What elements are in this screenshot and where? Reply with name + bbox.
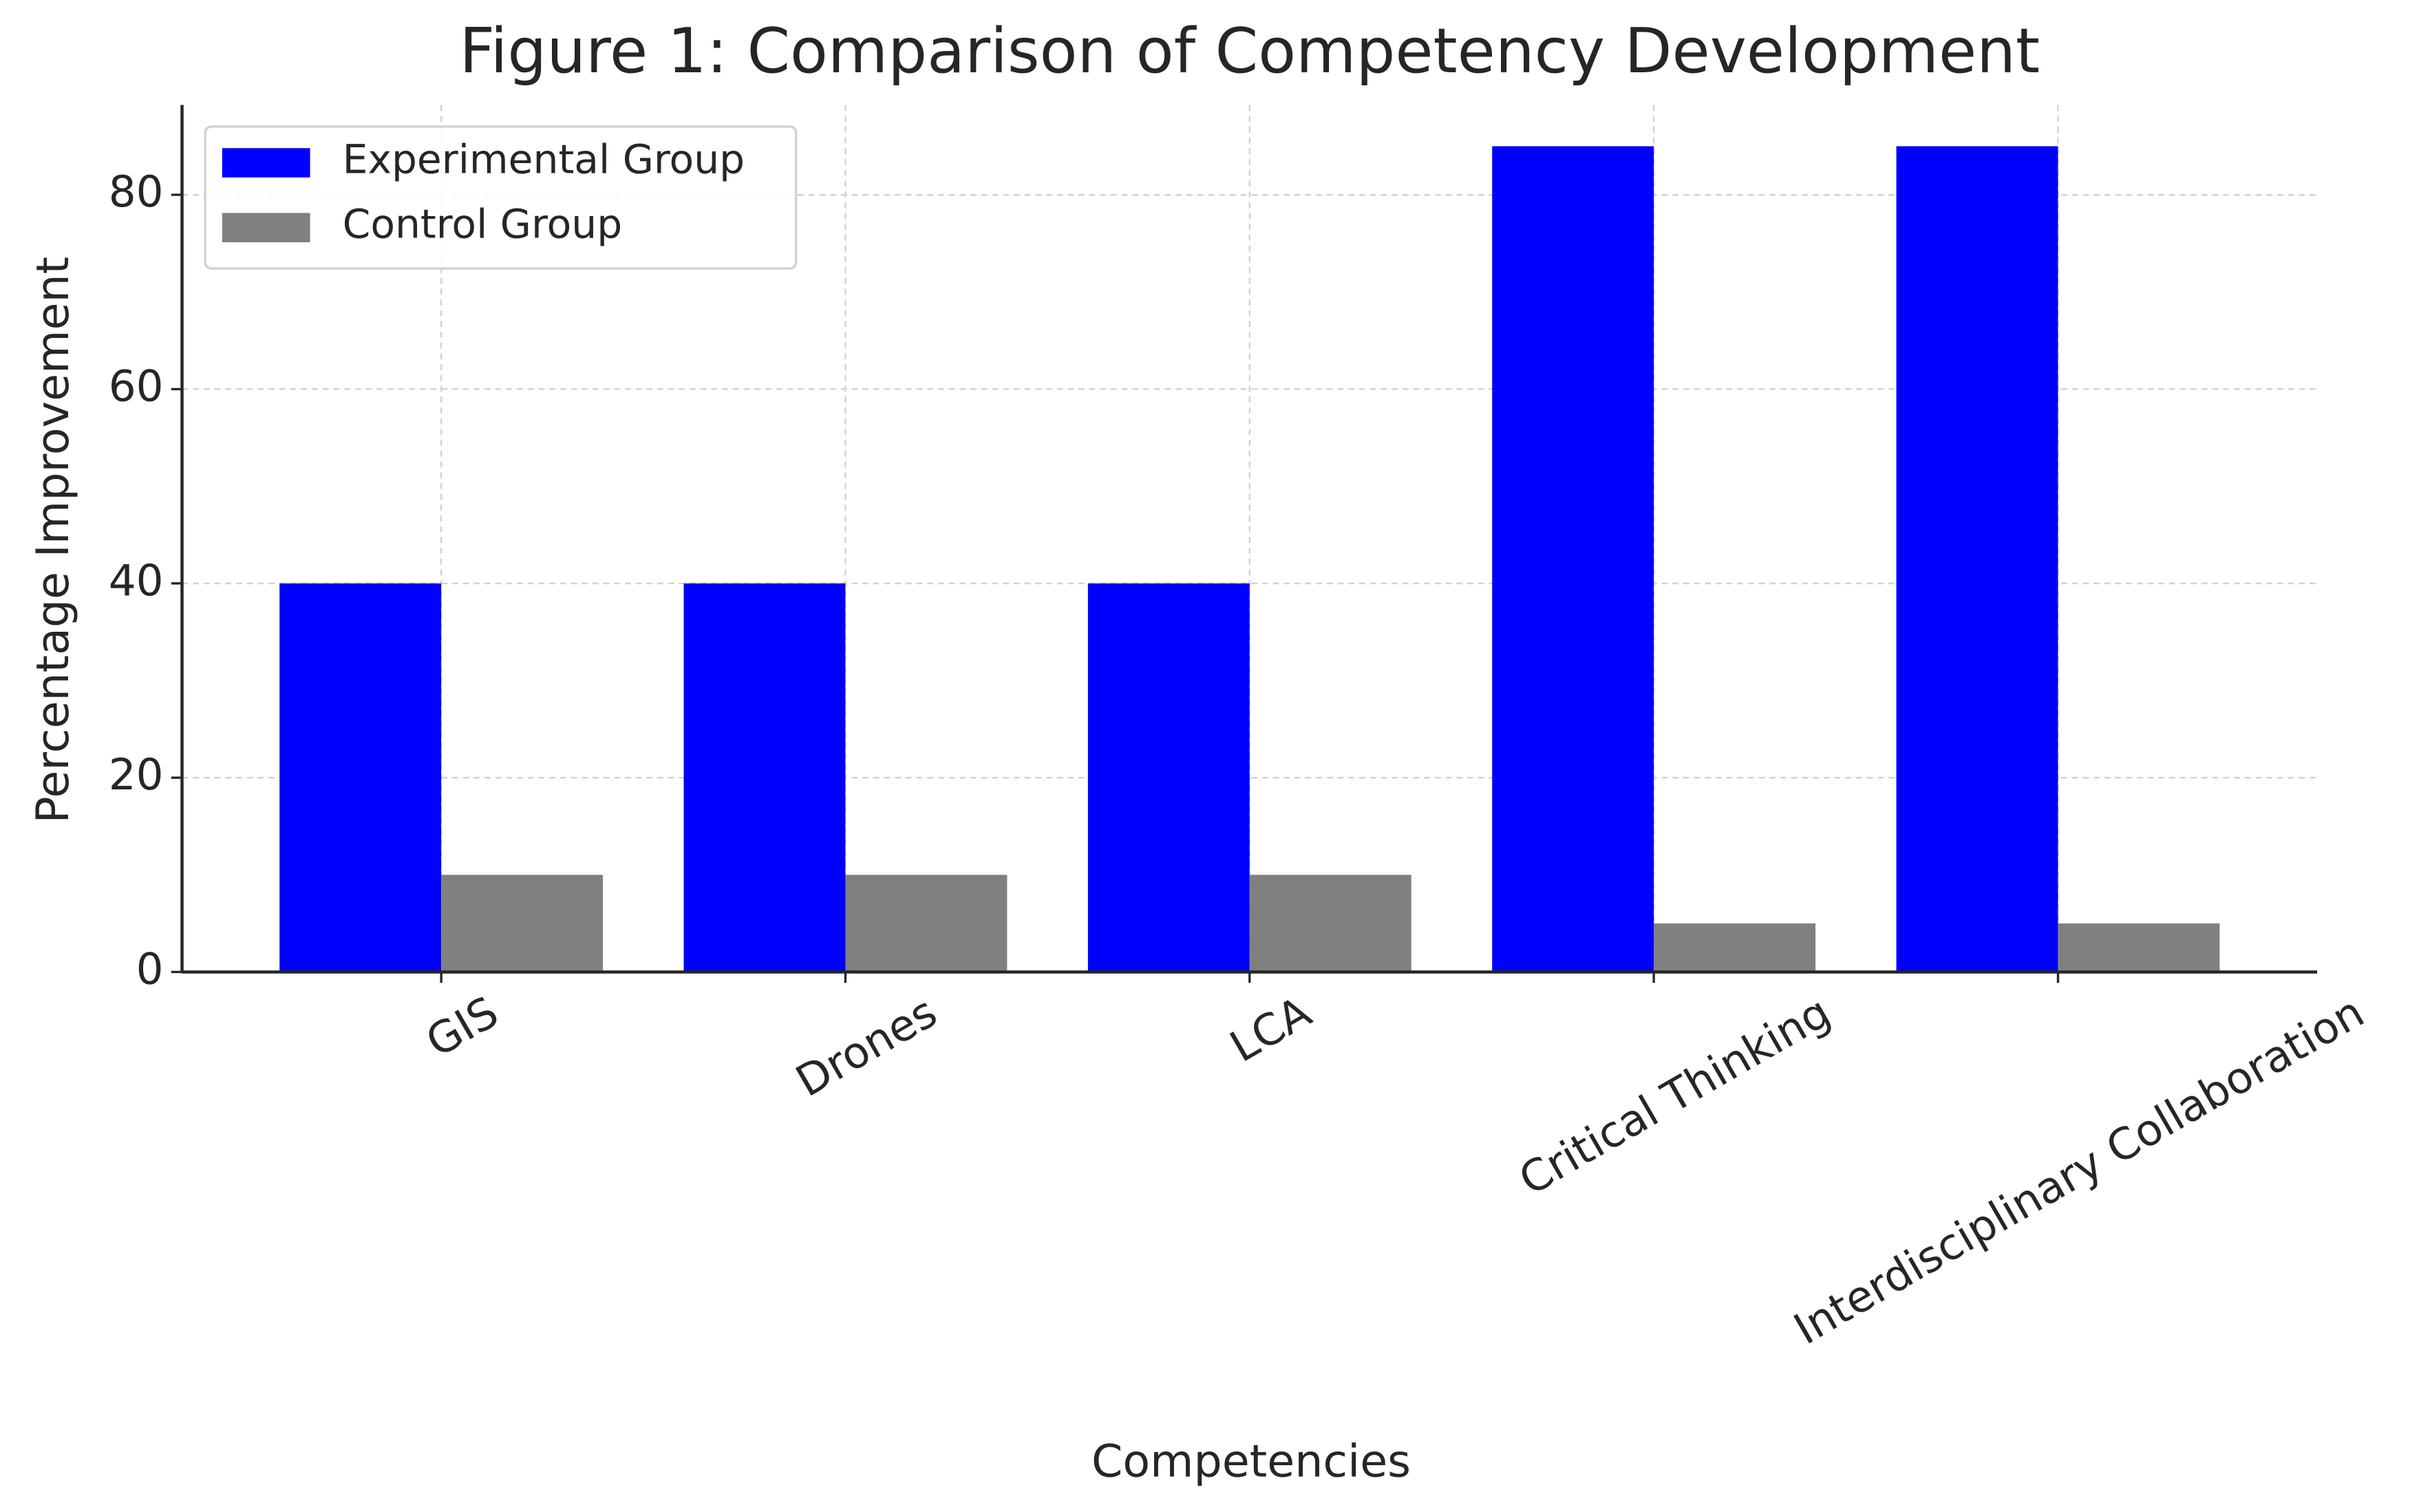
x-tick-label: GIS bbox=[418, 987, 507, 1067]
x-tick-label: Interdisciplinary Collaboration bbox=[1786, 987, 2372, 1354]
bar bbox=[1087, 583, 1250, 972]
y-tick-label: 80 bbox=[109, 167, 164, 217]
bar bbox=[845, 875, 1008, 972]
bar bbox=[2058, 923, 2220, 972]
bar bbox=[1492, 146, 1654, 972]
legend-label: Experimental Group bbox=[343, 136, 745, 183]
legend-label: Control Group bbox=[343, 201, 623, 248]
bar bbox=[683, 583, 846, 972]
y-tick-label: 20 bbox=[109, 749, 164, 800]
legend-swatch bbox=[222, 148, 310, 178]
y-axis-label: Percentage Improvement bbox=[28, 257, 79, 824]
legend-frame bbox=[204, 125, 798, 270]
y-tick-label: 0 bbox=[136, 944, 164, 994]
x-axis-label: Competencies bbox=[1091, 1436, 1411, 1488]
bar bbox=[1249, 875, 1411, 972]
x-tick-label: Critical Thinking bbox=[1511, 987, 1839, 1205]
y-tick-label: 60 bbox=[109, 361, 164, 411]
x-tick-label: Drones bbox=[787, 987, 945, 1107]
bar bbox=[1896, 146, 2058, 972]
legend: Experimental Group Control Group bbox=[204, 125, 798, 270]
bar bbox=[279, 583, 442, 972]
bar bbox=[1654, 923, 1816, 972]
chart-title: Figure 1: Comparison of Competency Devel… bbox=[459, 16, 2040, 87]
legend-swatch bbox=[222, 213, 310, 243]
bar bbox=[441, 875, 604, 972]
x-tick-label: LCA bbox=[1222, 987, 1319, 1072]
y-tick-label: 40 bbox=[109, 555, 164, 606]
